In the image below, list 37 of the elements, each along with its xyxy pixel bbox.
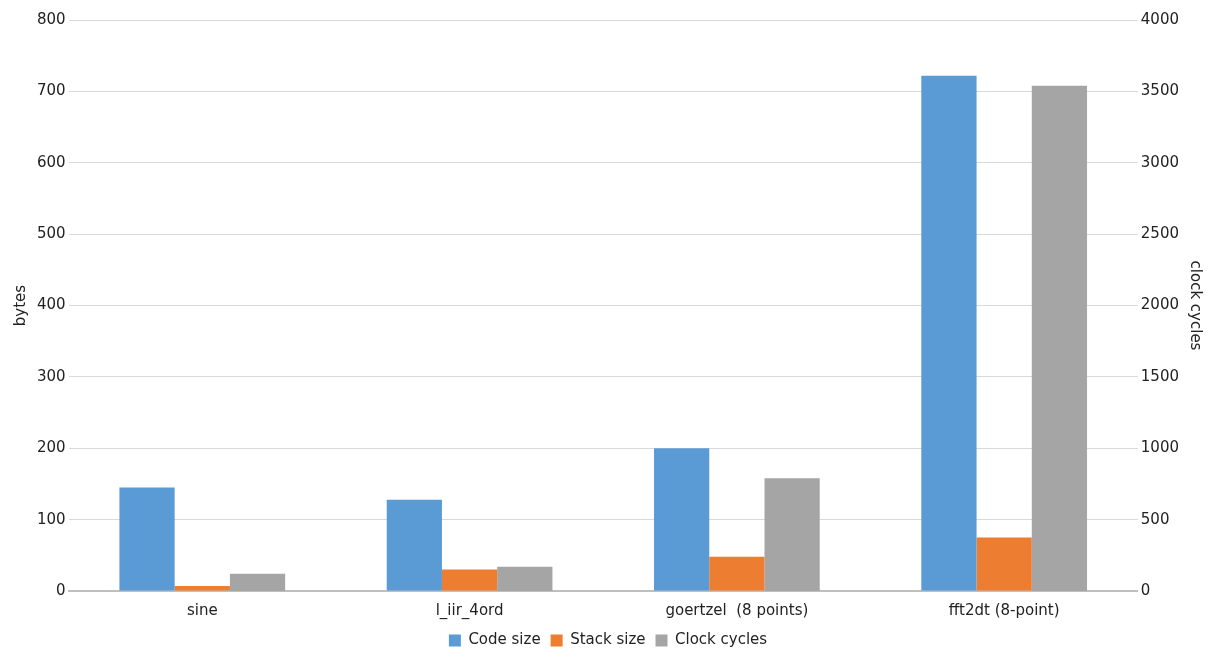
y-axis-title: bytes xyxy=(10,284,29,327)
y2-tick-label: 1500 xyxy=(1140,366,1180,385)
bar xyxy=(229,573,286,591)
bar xyxy=(764,478,820,591)
y-tick-label: 0 xyxy=(56,580,66,599)
y2-tick-label: 0 xyxy=(1140,580,1151,599)
bar xyxy=(976,537,1032,591)
bar xyxy=(386,499,442,591)
y-tick-label: 800 xyxy=(36,9,66,28)
x-tick-label: fft2dt (8-point) xyxy=(948,600,1060,619)
y-tick-label: 200 xyxy=(36,438,66,457)
y2-tick-label: 2500 xyxy=(1140,224,1180,243)
legend-label: Clock cycles xyxy=(675,630,768,649)
y-tick-label: 400 xyxy=(36,295,66,314)
y-tick-label: 700 xyxy=(36,81,66,100)
legend-label: Stack size xyxy=(570,630,646,649)
y2-tick-label: 3500 xyxy=(1140,81,1180,100)
y2-tick-label: 500 xyxy=(1140,509,1170,528)
y2-tick-label: 3000 xyxy=(1140,152,1180,171)
bar xyxy=(174,586,230,591)
bar xyxy=(709,556,765,591)
y2-tick-label: 2000 xyxy=(1140,295,1180,314)
bar xyxy=(1031,85,1088,591)
y2-axis-title: clock cycles xyxy=(1187,260,1206,351)
x-tick-label: sine xyxy=(186,600,218,619)
legend-label: Code size xyxy=(468,630,541,649)
y-tick-label: 300 xyxy=(36,366,66,385)
y2-tick-label: 1000 xyxy=(1140,438,1180,457)
bar xyxy=(654,448,710,591)
bar xyxy=(921,75,977,591)
y-tick-label: 100 xyxy=(36,509,66,528)
x-tick-label: goertzel (8 points) xyxy=(665,600,809,619)
x-tick-label: l_iir_4ord xyxy=(435,600,504,620)
y-tick-label: 500 xyxy=(36,224,66,243)
bar xyxy=(119,487,175,591)
y-tick-label: 600 xyxy=(36,152,66,171)
y2-tick-label: 4000 xyxy=(1140,9,1180,28)
